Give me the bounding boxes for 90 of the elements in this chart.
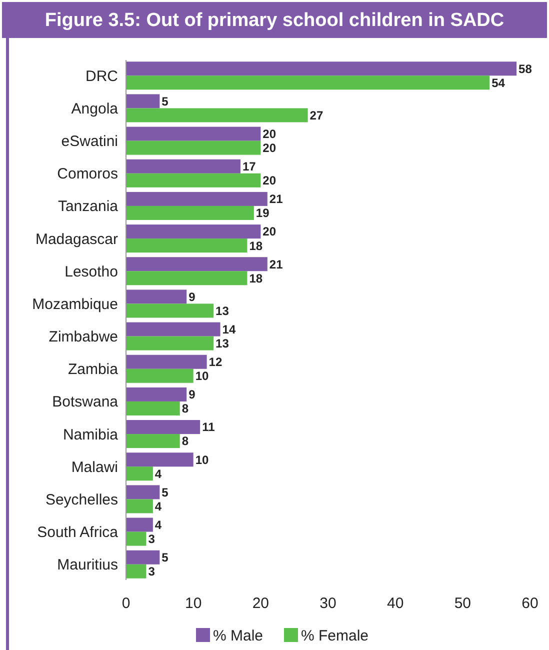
data-label: 12 [208, 355, 222, 370]
x-tick-label: 60 [522, 595, 538, 612]
data-label: 11 [202, 420, 216, 434]
bar [126, 550, 160, 564]
bar [126, 257, 268, 272]
data-label: 8 [182, 402, 189, 416]
legend-label: % Female [301, 627, 369, 644]
bar [126, 322, 220, 336]
data-label: 4 [154, 518, 162, 532]
data-label: 27 [310, 108, 324, 122]
data-label: 17 [242, 160, 256, 174]
data-label: 5 [162, 550, 169, 565]
data-label: 14 [222, 322, 236, 336]
bar [126, 354, 207, 369]
y-tick-label: Lesotho [64, 263, 118, 280]
data-label: 20 [262, 174, 276, 188]
x-tick-label: 0 [122, 595, 130, 612]
bar [126, 387, 187, 402]
bar [126, 336, 214, 350]
data-label: 5 [162, 485, 169, 500]
y-tick-label: eSwatini [61, 133, 118, 150]
x-tick-label: 40 [386, 595, 404, 612]
data-label: 21 [269, 192, 284, 206]
bar [126, 271, 248, 286]
bar [126, 499, 153, 514]
data-label: 10 [195, 452, 210, 467]
data-label: 20 [262, 224, 276, 239]
data-label: 3 [148, 564, 156, 579]
data-label: 9 [188, 388, 196, 402]
y-tick-label: DRC [86, 68, 118, 85]
bar [126, 420, 200, 434]
y-tick-label: Mauritius [57, 556, 118, 574]
chart-title: Figure 3.5: Out of primary school children in SADC [44, 10, 504, 31]
y-tick-label: Angola [71, 100, 119, 118]
data-label: 18 [249, 271, 263, 286]
data-label: 13 [216, 336, 230, 350]
bar [126, 206, 254, 220]
bar [126, 564, 146, 578]
y-tick-label: Tanzania [58, 198, 119, 216]
data-label: 9 [188, 290, 196, 304]
data-label: 20 [262, 126, 276, 141]
bar [126, 173, 261, 188]
data-label: 4 [154, 499, 162, 514]
y-tick-label: Zambia [68, 361, 119, 378]
bar [126, 485, 160, 500]
x-tick-label: 20 [252, 595, 270, 612]
y-tick-label: Mozambique [32, 296, 118, 313]
bar [126, 434, 180, 448]
data-label: 54 [492, 76, 506, 90]
data-label: 4 [154, 466, 162, 481]
y-tick-label: South Africa [37, 524, 119, 542]
bar [126, 466, 153, 481]
bar [126, 126, 261, 141]
y-tick-label: Zimbabwe [48, 328, 118, 346]
legend-label: % Male [213, 627, 264, 644]
x-tick-label: 30 [320, 595, 336, 612]
data-label: 5 [162, 94, 169, 108]
bar [126, 94, 160, 108]
bar [126, 238, 248, 253]
data-label: 13 [216, 304, 230, 318]
data-label: 20 [262, 141, 276, 156]
bar [126, 452, 194, 467]
data-label: 18 [249, 238, 263, 253]
bar [126, 518, 153, 532]
data-label: 19 [256, 206, 270, 220]
y-tick-label: Malawi [71, 458, 118, 476]
data-label: 10 [195, 369, 210, 384]
y-tick-label: Madagascar [35, 230, 118, 248]
data-label: 3 [148, 532, 156, 546]
bar [126, 401, 180, 416]
bar [126, 62, 517, 76]
bar [126, 140, 261, 155]
bar [126, 159, 240, 174]
y-tick-label: Seychelles [45, 491, 118, 508]
data-label: 8 [182, 434, 189, 448]
y-tick-label: Botswana [52, 394, 119, 411]
bar [126, 290, 187, 304]
bar [126, 192, 268, 206]
data-label: 21 [269, 257, 284, 272]
x-tick-label: 10 [184, 595, 202, 612]
y-tick-label: Comoros [57, 166, 118, 183]
y-tick-label: Namibia [62, 426, 119, 444]
bar [126, 76, 490, 90]
bar [126, 532, 146, 546]
bar [126, 368, 194, 383]
x-tick-label: 50 [454, 595, 472, 612]
bar [126, 304, 214, 318]
bar [126, 224, 261, 239]
bar [126, 108, 308, 122]
data-label: 58 [518, 62, 532, 76]
